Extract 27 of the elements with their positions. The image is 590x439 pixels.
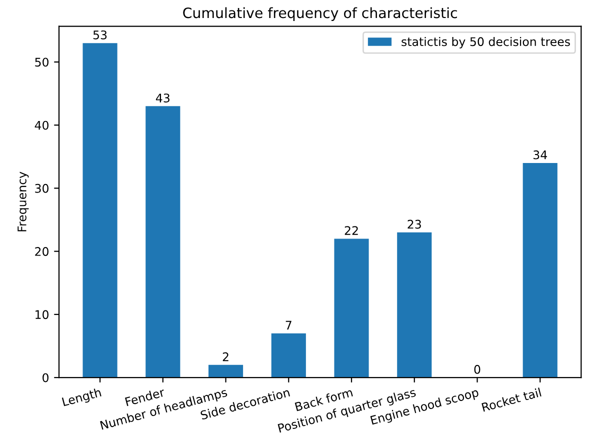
bar — [146, 106, 180, 378]
y-tick-label: 50 — [35, 58, 48, 67]
bar — [208, 364, 244, 378]
bar — [334, 238, 369, 378]
chart-title: Cumulative frequency of characteristic — [183, 7, 457, 21]
x-tick-label: Fender — [124, 387, 166, 406]
y-tick-label: 20 — [35, 247, 48, 256]
data-label: 43 — [156, 94, 170, 102]
data-label: 22 — [344, 226, 358, 235]
y-tick-label: 40 — [34, 120, 48, 130]
bar — [82, 43, 118, 378]
bar — [522, 162, 558, 378]
data-label: 2 — [222, 352, 228, 362]
data-label: 23 — [408, 220, 421, 229]
data-label: 53 — [93, 30, 107, 40]
data-label: 7 — [286, 320, 292, 330]
x-tick-label: Rocket tail — [481, 388, 542, 412]
data-label: 34 — [534, 150, 547, 160]
y-axis-title: Frequency — [18, 172, 29, 232]
y-tick-label: 10 — [36, 310, 48, 320]
y-tick-label: 30 — [35, 184, 48, 193]
data-label: 0 — [474, 364, 480, 374]
bar — [397, 232, 432, 378]
y-tick-label: 0 — [42, 373, 48, 382]
x-tick-label: Length — [62, 388, 102, 409]
bar — [271, 333, 306, 378]
legend-label: statictis by 50 decision trees — [402, 36, 570, 48]
